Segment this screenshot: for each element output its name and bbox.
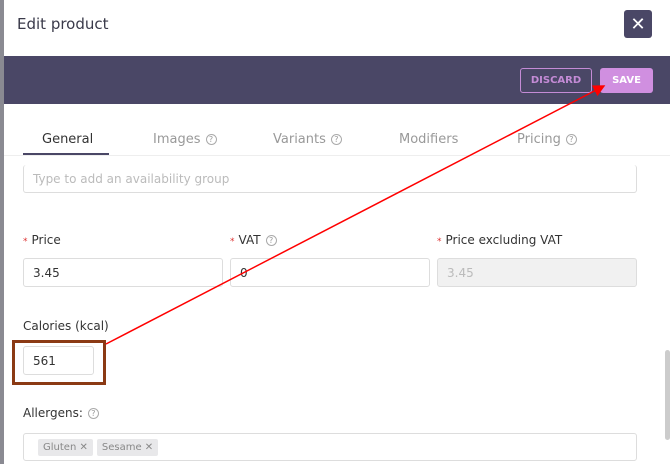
- help-icon: ?: [330, 134, 342, 145]
- page-title: Edit product: [17, 15, 109, 33]
- price-ex-vat-label: * Price excluding VAT: [437, 233, 563, 247]
- active-tab-indicator: [23, 153, 109, 155]
- backdrop-edge: [0, 0, 4, 464]
- price-ex-vat-input: 3.45: [437, 258, 637, 287]
- close-icon: ✕: [630, 13, 646, 35]
- allergens-label: Allergens:?: [23, 406, 99, 420]
- tab-images[interactable]: Images?: [153, 132, 217, 147]
- save-button[interactable]: SAVE: [600, 68, 653, 93]
- calories-label: Calories (kcal): [23, 319, 109, 333]
- allergens-input[interactable]: Gluten ✕ Sesame ✕: [23, 433, 637, 461]
- help-icon: ?: [205, 134, 217, 145]
- tab-general[interactable]: General: [42, 132, 94, 147]
- vat-label: * VAT?: [230, 233, 277, 247]
- help-icon: ?: [87, 408, 99, 419]
- close-button[interactable]: ✕: [624, 10, 652, 38]
- allergen-chip: Gluten ✕: [38, 438, 93, 456]
- calories-input[interactable]: 561: [23, 346, 94, 375]
- discard-button[interactable]: DISCARD: [520, 68, 592, 93]
- price-label: * Price: [23, 233, 61, 247]
- tab-variants[interactable]: Variants?: [273, 132, 342, 147]
- price-input[interactable]: 3.45: [23, 258, 223, 287]
- action-bar: [4, 56, 670, 104]
- remove-icon[interactable]: ✕: [79, 441, 88, 453]
- scrollbar[interactable]: [665, 350, 670, 440]
- allergen-chip: Sesame ✕: [96, 438, 159, 456]
- tab-modifiers[interactable]: Modifiers: [399, 132, 459, 147]
- annotation-highlight-box: [12, 340, 106, 385]
- tab-bar: General Images? Variants? Modifiers Pric…: [4, 130, 670, 156]
- remove-icon[interactable]: ✕: [144, 441, 154, 453]
- availability-group-input[interactable]: Type to add an availability group: [23, 165, 637, 193]
- tab-pricing[interactable]: Pricing?: [517, 132, 577, 147]
- help-icon: ?: [265, 235, 277, 246]
- help-icon: ?: [565, 134, 577, 145]
